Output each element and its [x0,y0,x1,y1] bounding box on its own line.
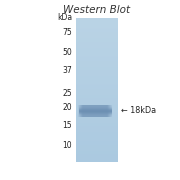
Text: 25: 25 [62,89,72,98]
Text: 50: 50 [62,48,72,57]
Text: 20: 20 [62,103,72,112]
Text: kDa: kDa [57,14,72,22]
Text: 75: 75 [62,28,72,37]
Text: 15: 15 [62,122,72,130]
Text: Western Blot: Western Blot [63,5,130,15]
Text: 10: 10 [62,141,72,150]
Text: 37: 37 [62,66,72,75]
Text: ← 18kDa: ← 18kDa [121,106,156,115]
